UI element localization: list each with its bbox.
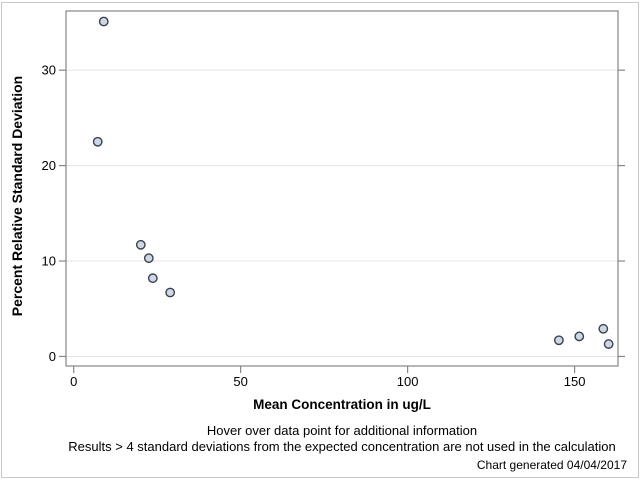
data-point-0[interactable] <box>98 16 109 27</box>
data-point-3[interactable] <box>143 253 154 264</box>
y-tick-label-20: 20 <box>42 158 56 173</box>
data-point-4[interactable] <box>147 273 158 284</box>
footnote-hover-hint: Hover over data point for additional inf… <box>206 423 478 438</box>
data-point-1[interactable] <box>92 136 103 147</box>
data-point-9[interactable] <box>603 339 614 349</box>
footnote-results-note: Results > 4 standard deviations from the… <box>68 439 616 454</box>
x-tick-label-150: 150 <box>564 374 586 389</box>
data-point-2[interactable] <box>135 239 146 250</box>
footnote-chart-generated: Chart generated 04/04/2017 <box>476 458 627 472</box>
y-tick-label-30: 30 <box>42 63 56 78</box>
plot-frame <box>65 10 619 367</box>
x-tick-label-0: 0 <box>70 374 77 389</box>
data-point-6[interactable] <box>553 335 564 346</box>
data-point-7[interactable] <box>574 331 585 342</box>
x-axis-title: Mean Concentration in ug/L <box>253 397 431 412</box>
x-tick-label-100: 100 <box>397 374 419 389</box>
y-axis-title: Percent Relative Standard Deviation <box>9 75 25 317</box>
y-tick-label-0: 0 <box>49 349 56 364</box>
x-tick-label-50: 50 <box>233 374 247 389</box>
y-tick-label-10: 10 <box>42 254 56 269</box>
data-point-5[interactable] <box>165 287 176 298</box>
data-point-8[interactable] <box>598 323 609 334</box>
